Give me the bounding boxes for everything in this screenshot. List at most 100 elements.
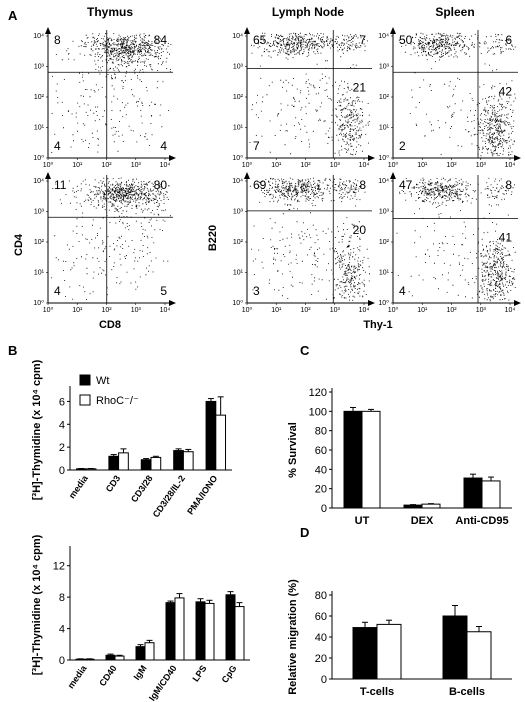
bar-chart-d: D Relative migration (%) 0 20 40 60 80 T-cells B… (287, 525, 512, 698)
bar-category-label: T-cells (360, 686, 394, 698)
bar-chart-y-tick-label: 8 (59, 592, 65, 604)
column-title-thymus: Thymus (87, 5, 133, 19)
flow-plot-y-tick-label: 10² (34, 94, 45, 101)
flow-plot-x-tick-label: 10³ (330, 162, 341, 169)
bar-rhoc-cd3-28-il-2 (182, 451, 194, 471)
quadrant-percent-upper-left: 8 (54, 33, 61, 47)
bar-chart-y-tick-label: 0 (59, 465, 65, 477)
flow-plot-x-arrow (368, 155, 375, 161)
bar-chart-y-tick-label: 60 (315, 445, 327, 457)
flow-plot-x-arrow (514, 300, 521, 306)
bar-category-label: LPS (190, 663, 208, 683)
flow-plot-x-tick-label: 10³ (131, 162, 142, 169)
quadrant-percent-lower-left: 4 (399, 284, 406, 298)
bar-chart-y-tick-label: 6 (59, 396, 65, 408)
thymus-y-axis-label: CD4 (13, 233, 25, 256)
bar-rhoc-dex (421, 503, 441, 509)
flow-plot-x-tick-label: 10⁰ (388, 306, 399, 314)
bar-chart-y-tick-label: 2 (59, 442, 65, 454)
flow-plot-x-tick-label: 10⁴ (160, 162, 171, 169)
flow-plot-x-tick-label: 10² (446, 307, 457, 314)
quadrant-percent-lower-right: 20 (353, 223, 367, 237)
bar-category-label: CD40 (97, 663, 118, 688)
bar-chart-y-tick-label: 0 (321, 503, 327, 515)
flow-plot-x-tick-label: 10¹ (417, 162, 428, 169)
flow-plot-y-tick-label: 10¹ (233, 125, 244, 132)
bar-chart-y-tick-label: 20 (315, 653, 327, 665)
panel-a-letter: A (8, 8, 18, 23)
flow-plot-y-tick-label: 10⁰ (378, 154, 389, 162)
bar-chart-y-axis-label: Relative migration (%) (287, 579, 299, 695)
bar-chart-b-bottom: [³H]-Thymidine (x 10⁴ cpm) 0 4 8 12 media CD40… (31, 534, 250, 702)
bar-panels: B [³H]-Thymidine (x 10⁴ cpm) 0 2 4 6 media CD3 C… (8, 343, 512, 702)
bar-rhoc-igm-cd40 (174, 597, 185, 661)
bar-chart-y-tick-label: 60 (315, 611, 327, 623)
quadrant-percent-upper-left: 11 (54, 178, 67, 192)
bar-wt-media (75, 468, 87, 471)
legend-swatch (79, 394, 91, 406)
flow-plot-x-tick-label: 10⁰ (388, 161, 399, 169)
quadrant-percent-upper-left: 47 (399, 178, 413, 192)
bar-rhoc-media (84, 658, 95, 661)
bar-rhoc-b-cells (466, 631, 492, 680)
legend-label: RhoC⁻/⁻ (96, 395, 139, 407)
bar-rhoc-pma-iono (215, 414, 227, 471)
bar-category-label: media (66, 663, 90, 691)
quadrant-percent-upper-left: 69 (253, 178, 267, 192)
flow-plot-x-tick-label: 10⁰ (43, 161, 54, 169)
flow-plot-y-arrow (45, 172, 51, 179)
flow-plot-x-tick-label: 10² (101, 162, 112, 169)
bar-wt-cd3-28 (140, 459, 152, 471)
bar-wt-cd40 (105, 654, 116, 661)
b220-y-axis-label: B220 (207, 225, 219, 251)
quadrant-percent-upper-right: 84 (154, 33, 168, 47)
bar-chart-y-tick-label: 4 (59, 624, 65, 636)
bar-rhoc-cd3 (118, 452, 129, 471)
flow-plot-y-tick-label: 10² (233, 94, 244, 101)
flow-plot-x-tick-label: 10³ (131, 307, 142, 314)
flow-plot-x-tick-label: 10⁰ (43, 306, 54, 314)
flow-plot-x-tick-label: 10¹ (271, 307, 282, 314)
bar-category-label: DEX (411, 515, 434, 527)
bar-wt-igm (135, 646, 146, 661)
bar-wt-cpg (225, 594, 236, 661)
bar-wt-t-cells (352, 627, 378, 680)
flow-plot-y-tick-label: 10¹ (34, 270, 45, 277)
flow-plot-y-tick-label: 10⁴ (232, 33, 243, 40)
quadrant-percent-lower-left: 2 (399, 139, 406, 153)
flow-plot-y-tick-label: 10³ (34, 209, 45, 216)
flow-plot-y-tick-label: 10¹ (379, 270, 390, 277)
bar-wt-b-cells (442, 615, 468, 680)
flow-plot-y-tick-label: 10⁰ (378, 299, 389, 307)
bar-wt-media (75, 658, 86, 661)
quadrant-percent-lower-left: 7 (253, 139, 260, 153)
bar-chart-y-tick-label: 0 (59, 655, 65, 667)
flow-plot-x-tick-label: 10⁴ (160, 307, 171, 314)
bar-chart-y-tick-label: 12 (53, 561, 65, 573)
bar-rhoc-media (85, 468, 97, 471)
flow-plot-y-tick-label: 10³ (379, 64, 390, 71)
bar-category-label: media (67, 473, 91, 501)
flow-plot-x-tick-label: 10² (300, 307, 311, 314)
quadrant-percent-lower-right: 5 (160, 284, 167, 298)
quadrant-percent-lower-right: 41 (499, 231, 513, 245)
flow-plot-x-tick-label: 10⁴ (359, 162, 370, 169)
flow-plot-x-tick-label: 10¹ (417, 307, 428, 314)
quadrant-percent-upper-left: 50 (399, 33, 413, 47)
flow-plot-y-tick-label: 10⁴ (378, 33, 389, 40)
bar-wt-anti-cd95 (463, 477, 483, 509)
bar-chart-y-tick-label: 80 (315, 426, 327, 438)
panel-letter: D (300, 525, 309, 540)
flow-plot-x-tick-label: 10¹ (72, 162, 83, 169)
bar-chart-y-axis-label: [³H]-Thymidine (x 10⁴ cpm) (31, 359, 43, 500)
flow-plot-y-tick-label: 10² (34, 239, 45, 246)
bar-chart-y-axis-label: % Survival (287, 422, 299, 478)
flow-plot-x-tick-label: 10² (101, 307, 112, 314)
bar-category-label: CD3 (104, 473, 123, 493)
flow-plot-y-tick-label: 10¹ (233, 270, 244, 277)
